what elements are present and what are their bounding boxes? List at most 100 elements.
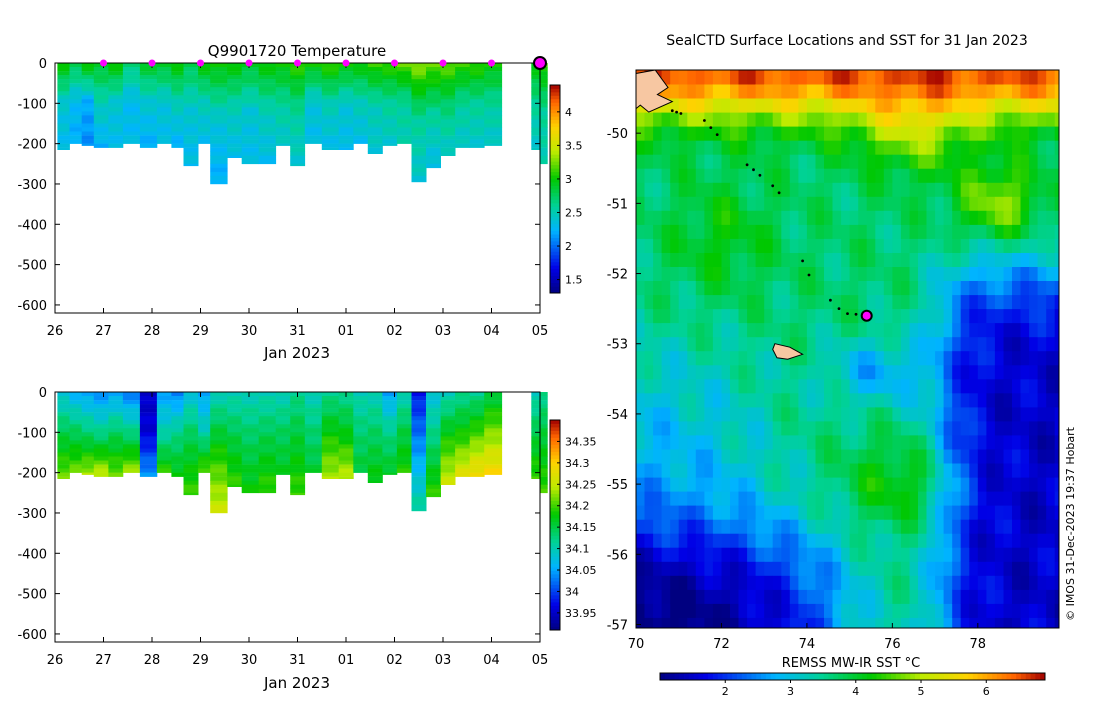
profile-cell [338, 400, 354, 405]
profile-cell [57, 396, 70, 401]
sst-cell [858, 70, 868, 85]
profile-cell [183, 155, 199, 160]
sst-cell [721, 589, 731, 604]
sst-cell [815, 463, 825, 478]
sst-cell [986, 392, 996, 408]
sst-cell [1037, 561, 1047, 576]
profile-cell [469, 111, 485, 116]
sst-cell [678, 589, 688, 604]
sst-cell [875, 280, 885, 296]
profile-cell [275, 428, 291, 433]
sst-cell [909, 449, 919, 464]
sst-cell [738, 533, 748, 548]
sst-cell [661, 435, 671, 450]
sst-cell [747, 477, 757, 492]
profile-cell [241, 111, 260, 116]
sst-cell [644, 491, 654, 506]
sst-cell [952, 154, 962, 169]
profile-cell [321, 71, 340, 76]
sst-cell [892, 140, 902, 155]
profile-cell [108, 404, 124, 409]
sst-cell [712, 210, 722, 225]
sst-cell [960, 308, 970, 324]
sst-cell [1020, 406, 1030, 422]
sst-cell [636, 70, 645, 71]
sst-cell [789, 435, 799, 450]
profile-cell [455, 99, 471, 104]
profile-cell [484, 91, 503, 96]
sst-cell [798, 210, 808, 225]
sst-cell [1012, 491, 1021, 506]
profile-cell [411, 400, 427, 405]
sst-cell [1020, 575, 1030, 590]
sst-cell [815, 322, 825, 338]
profile-cell [411, 472, 427, 477]
sst-cell [849, 280, 859, 296]
sst-cell [755, 322, 765, 338]
sst-colorbar-segment [1011, 673, 1017, 680]
sst-cell [1020, 84, 1030, 99]
sst-cell [824, 392, 833, 408]
profile-column [367, 63, 383, 154]
profile-cell [304, 452, 323, 457]
profile-cell [304, 63, 323, 68]
sst-cell [747, 70, 757, 85]
sst-cell [1046, 70, 1056, 85]
profile-cell [540, 143, 548, 148]
sst-cell [738, 463, 748, 478]
profile-cell [258, 63, 277, 68]
profile-cell [440, 432, 456, 437]
sst-cell [900, 252, 910, 267]
profile-cell [210, 460, 228, 465]
sst-cell [824, 308, 833, 324]
sst-cell [721, 210, 731, 225]
sst-cell [781, 463, 791, 478]
sst-cell [892, 336, 902, 352]
profile-cell [81, 83, 95, 88]
profile-cell [171, 119, 184, 124]
profile-cell [290, 412, 306, 417]
sst-cell [772, 98, 782, 113]
profile-cell [382, 99, 398, 104]
colorbar-segment [550, 528, 560, 533]
sst-cell [1012, 266, 1021, 281]
sst-cell [695, 154, 705, 169]
sst-cell [798, 420, 808, 436]
sst-cell [815, 168, 825, 183]
sst-cell [781, 547, 791, 562]
sst-cell [678, 154, 688, 169]
sst-cell [858, 533, 868, 548]
profile-cell [227, 79, 243, 84]
sst-cell [824, 435, 833, 450]
profile-cell [210, 452, 228, 457]
sst-cell [909, 196, 919, 211]
profile-cell [171, 448, 184, 453]
colorbar-segment [550, 472, 560, 477]
colorbar-segment [550, 168, 560, 173]
sst-cell [969, 70, 979, 85]
sst-cell [670, 491, 680, 506]
sst-cell [687, 561, 697, 576]
sst-cell [687, 140, 697, 155]
sst-cell [892, 294, 902, 310]
sst-cell [815, 336, 825, 352]
profile-cell [396, 444, 412, 449]
sst-cell [960, 589, 970, 604]
sst-cell [704, 70, 714, 71]
profile-cell [396, 71, 412, 76]
sst-cell [849, 266, 859, 281]
sst-cell [764, 70, 774, 71]
profile-cell [440, 420, 456, 425]
profile-cell [81, 119, 95, 124]
profile-cell [440, 91, 456, 96]
profile-cell [411, 432, 427, 437]
profile-cell [227, 440, 243, 445]
sst-cell [892, 350, 902, 366]
profile-cell [484, 396, 503, 401]
sst-cell [943, 140, 953, 155]
colorbar-segment [550, 137, 560, 141]
sst-cell [1037, 477, 1047, 492]
profile-cell [108, 440, 124, 445]
sst-cell [883, 463, 893, 478]
sst-cell [721, 98, 731, 113]
